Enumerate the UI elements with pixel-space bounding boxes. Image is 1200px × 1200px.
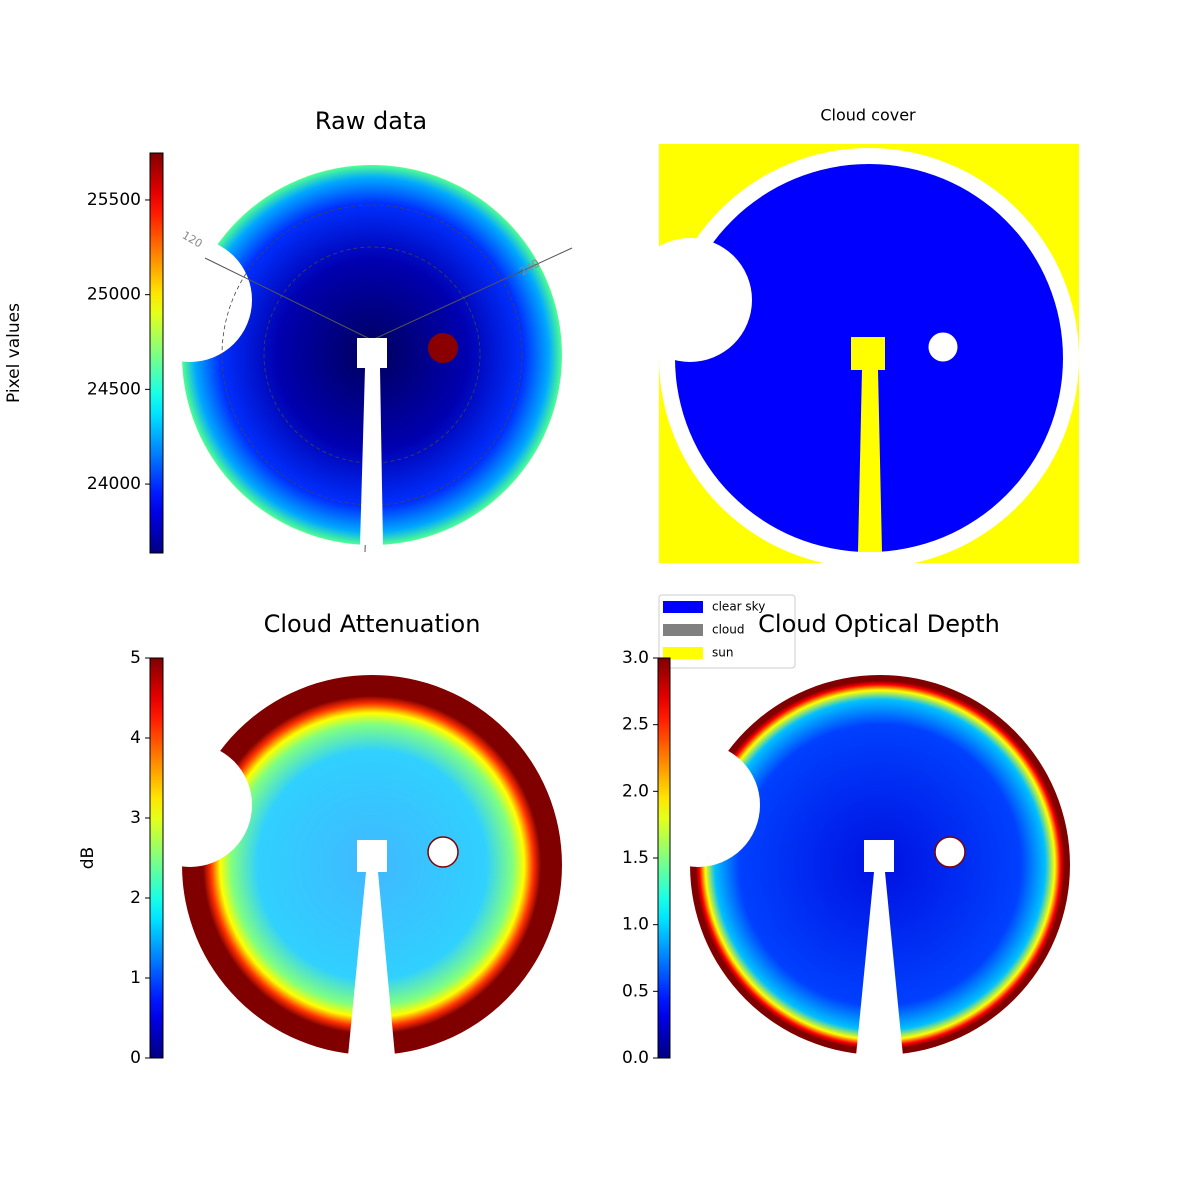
colorbar-tick-label: 5 xyxy=(130,648,141,668)
legend-label: clear sky xyxy=(712,600,765,614)
colorbar-tick-label: 25000 xyxy=(87,285,141,305)
colorbar-label: dB xyxy=(78,847,98,869)
colorbar-tick-label: 25500 xyxy=(87,190,141,210)
colorbar-tick-label: 0.0 xyxy=(622,1048,649,1068)
colorbar-tick-label: 0.5 xyxy=(622,981,649,1001)
legend-swatch xyxy=(663,624,703,636)
panel-title: Cloud cover xyxy=(820,106,916,125)
colorbar-tick-label: 0 xyxy=(130,1048,141,1068)
colorbar-tick-label: 1.0 xyxy=(622,915,649,935)
panel-title: Cloud Attenuation xyxy=(264,610,481,638)
colorbar-label: Pixel values xyxy=(4,303,24,403)
legend-label: sun xyxy=(712,646,733,660)
colorbar-tick-label: 3 xyxy=(130,808,141,828)
raw-image xyxy=(128,165,573,553)
attenuation-image xyxy=(128,675,562,1056)
legend-swatch xyxy=(663,601,703,613)
colorbar-tick-label: 1.5 xyxy=(622,848,649,868)
panel-title: Cloud Optical Depth xyxy=(758,610,1000,638)
colorbar-tick-label: 2 xyxy=(130,888,141,908)
colorbar xyxy=(149,657,164,1059)
colorbar-tick-label: 4 xyxy=(130,728,141,748)
colorbar-tick-label: 2.0 xyxy=(622,781,649,801)
colorbar-tick-label: 1 xyxy=(130,968,141,988)
legend-swatch xyxy=(663,647,703,659)
legend-label: cloud xyxy=(712,623,745,637)
colorbar-tick-label: 24000 xyxy=(87,474,141,494)
colorbar-tick-label: 2.5 xyxy=(622,715,649,735)
colorbar xyxy=(149,152,164,554)
panel-title: Raw data xyxy=(315,107,427,135)
colorbar-tick-label: 3.0 xyxy=(622,648,649,668)
colorbar-tick-label: 24500 xyxy=(87,379,141,399)
colorbar xyxy=(657,657,671,1059)
optical-depth-image xyxy=(636,675,1070,1056)
cloud-cover-image xyxy=(628,144,1079,568)
